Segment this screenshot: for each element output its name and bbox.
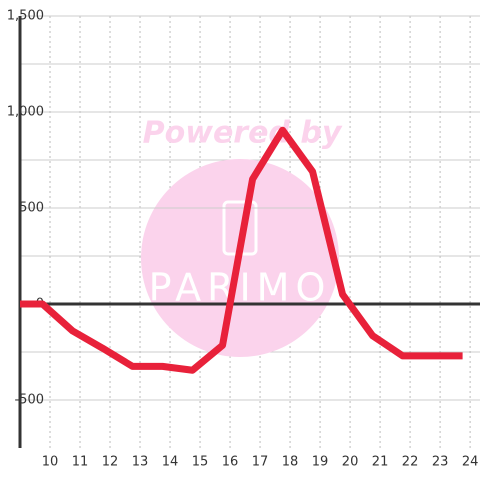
x-tick-label: 14 (162, 455, 179, 470)
x-tick-label: 20 (342, 455, 359, 470)
x-tick-label: 23 (432, 455, 449, 470)
x-tick-label: 21 (372, 455, 389, 470)
x-tick-label: 12 (102, 455, 119, 470)
x-tick-label: 18 (282, 455, 299, 470)
x-tick-label: 15 (192, 455, 209, 470)
x-tick-label: 13 (132, 455, 149, 470)
x-tick-label: 19 (312, 455, 329, 470)
y-tick-label: 500 (19, 201, 44, 216)
watermark-text: Powered by (143, 116, 343, 151)
x-tick-label: 24 (462, 455, 479, 470)
x-tick-label: 17 (252, 455, 269, 470)
y-tick-label: -500 (14, 393, 44, 408)
y-tick-label: 1,000 (7, 105, 44, 120)
x-tick-label: 10 (42, 455, 59, 470)
y-tick-label: 1,500 (7, 9, 44, 24)
x-tick-label: 11 (72, 455, 89, 470)
line-series (20, 126, 463, 374)
x-tick-label: 22 (402, 455, 419, 470)
x-tick-label: 16 (222, 455, 239, 470)
